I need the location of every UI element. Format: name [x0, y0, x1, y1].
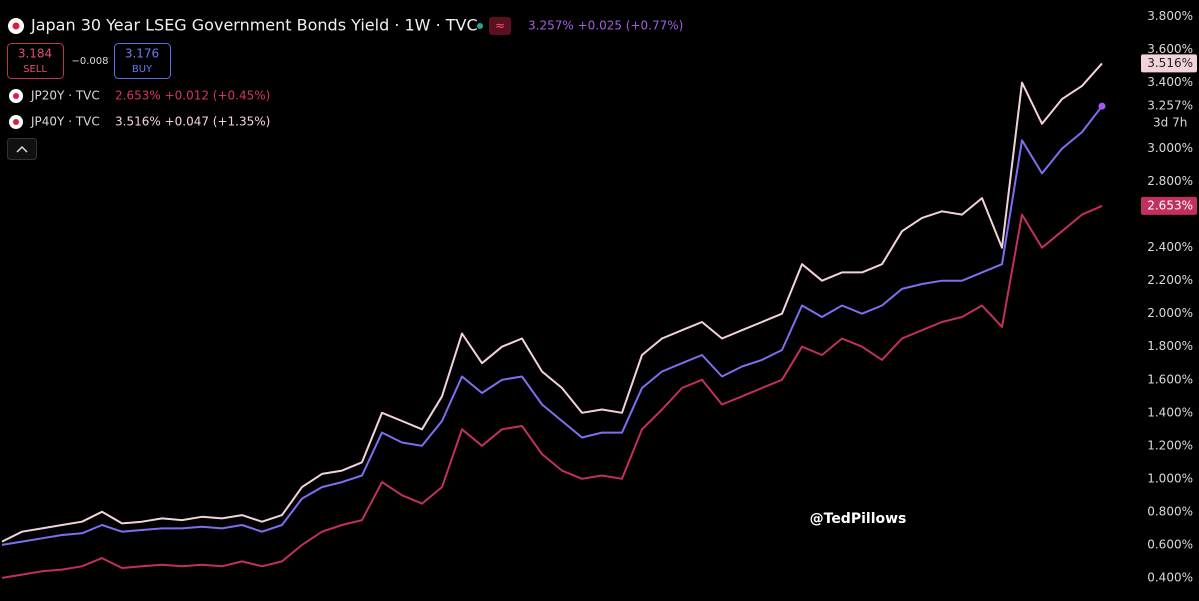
flag-dot [12, 22, 20, 30]
buy-label: BUY [132, 64, 153, 75]
y-tick-label: 2.800% [1147, 174, 1193, 188]
status-dot [477, 23, 483, 29]
last-value-bg [1141, 97, 1197, 128]
sell-price: 3.184 [18, 47, 52, 61]
last-value-box [1141, 196, 1197, 215]
y-tick-label: 2.000% [1147, 306, 1193, 320]
y-tick-label: 2.400% [1147, 240, 1193, 254]
last-value-box [1141, 54, 1197, 73]
watermark: @TedPillows [810, 511, 907, 527]
buy-button[interactable] [114, 43, 171, 79]
y-tick-label: 1.000% [1147, 471, 1193, 485]
y-tick-label: 1.400% [1147, 405, 1193, 419]
last-value-label: 3.516% [1147, 56, 1193, 70]
status-badge [489, 17, 511, 35]
buy-price: 3.176 [125, 47, 159, 61]
last-point [1098, 102, 1106, 110]
y-tick-label: 1.800% [1147, 339, 1193, 353]
last-value-label: 2.653% [1147, 198, 1193, 212]
y-tick-label: 2.200% [1147, 273, 1193, 287]
y-tick-label: 0.400% [1147, 570, 1193, 584]
y-tick-label: 3.800% [1147, 9, 1193, 23]
flag-dot [13, 119, 19, 125]
legend-name: JP40Y · TVC [30, 115, 100, 129]
y-tick-label: 0.600% [1147, 537, 1193, 551]
status-icon: ≈ [495, 19, 505, 33]
legend-name: JP20Y · TVC [30, 89, 100, 103]
y-tick-label: 3.400% [1147, 75, 1193, 89]
y-tick-label: 0.800% [1147, 504, 1193, 518]
y-tick-label: 3.600% [1147, 42, 1193, 56]
main-quote: 3.257% +0.025 (+0.77%) [528, 19, 683, 33]
sell-label: SELL [23, 64, 47, 75]
series-line [1, 62, 1103, 543]
y-tick-label: 3.000% [1147, 141, 1193, 155]
legend-quote: 3.516% +0.047 (+1.35%) [115, 115, 270, 129]
sell-button[interactable] [7, 43, 64, 79]
y-tick-label: 1.600% [1147, 372, 1193, 386]
collapse-button[interactable] [7, 138, 37, 160]
spread: −0.008 [71, 56, 108, 67]
legend-quote: 2.653% +0.012 (+0.45%) [115, 89, 270, 103]
chart-title: Japan 30 Year LSEG Government Bonds Yiel… [30, 16, 478, 35]
flag-dot [13, 93, 19, 99]
y-tick-label: 1.200% [1147, 438, 1193, 452]
countdown: 3d 7h [1153, 116, 1187, 130]
header: Japan 30 Year LSEG Government Bonds Yiel… [7, 16, 683, 160]
collapse-icon [16, 145, 28, 153]
series-line [1, 204, 1103, 579]
series-line [1, 105, 1103, 546]
last-value-label: 3.257% [1147, 99, 1193, 113]
